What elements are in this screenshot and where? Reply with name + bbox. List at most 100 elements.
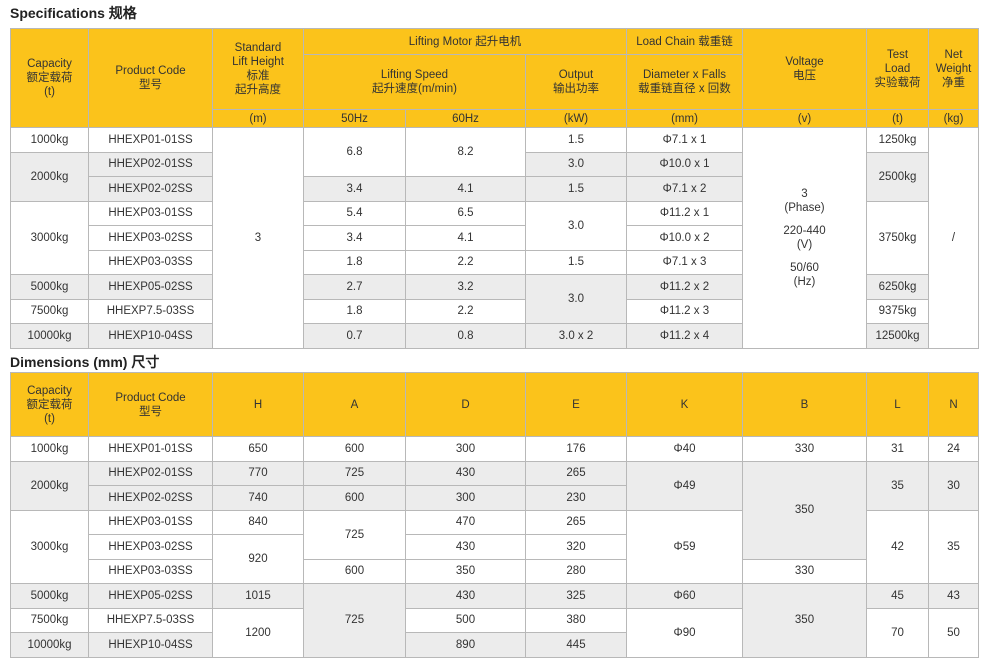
header-cell: (mm) xyxy=(626,109,743,128)
cell-text: HHEXP03-02SS xyxy=(108,540,193,553)
cell: / xyxy=(928,127,979,349)
cell-text: 740 xyxy=(248,491,268,504)
header-text: H xyxy=(253,398,263,411)
cell-text: 43 xyxy=(947,589,960,602)
cell: 380 xyxy=(525,607,627,633)
cell-text: 600 xyxy=(344,565,365,578)
header-cell: Output 输出功率 xyxy=(525,54,627,110)
cell: 470 xyxy=(405,509,526,535)
cell-text: 3750kg xyxy=(878,231,917,244)
cell-text: 3.0 xyxy=(568,293,584,305)
cell: 6250kg xyxy=(866,274,929,300)
cell: 1015 xyxy=(212,583,304,609)
cell-text: 2.2 xyxy=(457,305,474,318)
cell: 12500kg xyxy=(866,323,929,349)
header-cell: (v) xyxy=(742,109,867,128)
cell: Φ40 xyxy=(626,436,743,462)
row: HHEXP02-02SS 3.4 4.1 1.5 Φ7.1 x 2 xyxy=(11,176,979,202)
cell-text: Φ60 xyxy=(673,589,696,602)
header-text: (kg) xyxy=(943,112,964,125)
row: 2000kg HHEXP02-01SS 3.0 Φ10.0 x 1 2500kg xyxy=(10,151,979,202)
cell: 3.4 xyxy=(303,176,406,202)
cell: HHEXP7.5-03SS xyxy=(88,607,213,633)
header-text: 起升高度 xyxy=(235,84,281,96)
cell-text: Φ40 xyxy=(673,442,696,455)
header-cell: D xyxy=(405,372,526,437)
cell-text: Φ7.1 x 2 xyxy=(662,182,707,195)
header-text: Product Code xyxy=(115,65,186,77)
cell-text: 35 xyxy=(947,540,960,553)
cell: HHEXP02-01SS xyxy=(88,151,213,177)
cell: 9375kg xyxy=(866,298,929,324)
header-text: 实验载荷 xyxy=(874,77,921,89)
cell: 600 xyxy=(303,558,406,584)
cell: HHEXP05-02SS xyxy=(88,583,213,609)
cell: HHEXP10-04SS xyxy=(88,323,213,349)
cell: 1000kg xyxy=(10,127,89,153)
cell-text: HHEXP7.5-03SS xyxy=(106,614,195,627)
cell-text: Φ7.1 x 3 xyxy=(662,256,707,269)
cell: 320 xyxy=(525,534,627,560)
header-text: Lifting Speed xyxy=(380,69,449,81)
cell-text: 2.7 xyxy=(346,280,363,293)
header-cell: 60Hz xyxy=(405,109,526,128)
cell-text: 1250kg xyxy=(878,133,917,146)
header-text: Lift Height xyxy=(232,56,284,68)
cell: 430 xyxy=(405,583,526,609)
cell: HHEXP01-01SS xyxy=(88,127,213,153)
cell: 31 xyxy=(866,436,929,462)
row: 10000kg HHEXP10-04SS 890 445 xyxy=(10,632,979,658)
header-text: E xyxy=(572,398,580,411)
cell: 600 xyxy=(303,436,406,462)
header-text: B xyxy=(800,398,809,411)
header-text: Output xyxy=(558,69,594,81)
cell: 3750kg xyxy=(866,200,929,275)
cell: 600 xyxy=(303,485,406,511)
cell-text: 50 xyxy=(947,626,960,639)
cell-text: HHEXP05-02SS xyxy=(108,589,193,602)
cell: 5000kg xyxy=(10,274,89,300)
header-cell: L xyxy=(866,372,929,437)
cell: 890 xyxy=(405,632,526,658)
cell-text: 3.4 xyxy=(346,182,363,195)
cell-text: 7500kg xyxy=(30,305,69,318)
cell-text: 0.7 xyxy=(346,329,363,342)
voltage-text: 220-440 xyxy=(783,224,826,237)
cell: Φ7.1 x 1 xyxy=(626,127,743,153)
header-text: 净重 xyxy=(942,77,965,89)
cell: Φ59 xyxy=(626,509,743,584)
cell-text: 10000kg xyxy=(27,329,72,342)
cell: Φ7.1 x 3 xyxy=(626,249,743,275)
header-cell: K xyxy=(626,372,743,437)
cell-text: Φ59 xyxy=(673,540,696,553)
cell-text: 2500kg xyxy=(878,170,917,183)
cell-text: 725 xyxy=(344,614,365,627)
cell: 2500kg xyxy=(866,151,929,202)
section-title: Specifications 规格 xyxy=(10,5,137,21)
header-text: N xyxy=(949,398,958,411)
cell-text: 300 xyxy=(455,442,476,455)
cell: 2000kg xyxy=(10,151,89,202)
cell: HHEXP02-02SS xyxy=(88,485,213,511)
cell: 0.8 xyxy=(405,323,526,349)
cell-text: 3.4 xyxy=(346,231,363,244)
header-cell: (t) xyxy=(866,109,929,128)
cell-text: Φ11.2 x 1 xyxy=(659,207,710,220)
cell: 725 xyxy=(303,583,406,658)
voltage-group: 50/60 (Hz) xyxy=(744,261,866,289)
cell: 500 xyxy=(405,607,526,633)
section-title: Dimensions (mm) 尺寸 xyxy=(10,354,160,370)
row: 10000kg HHEXP10-04SS 0.7 0.8 3.0 x 2 Φ11.2 x … xyxy=(10,323,979,349)
cell-text: 30 xyxy=(947,479,960,492)
header-text: Weight xyxy=(935,63,972,75)
cell-text: 430 xyxy=(455,589,476,602)
cell-text: 470 xyxy=(455,516,476,529)
cell-text: Φ7.1 x 1 xyxy=(662,133,707,146)
header-text: K xyxy=(680,398,689,411)
cell-text: 1.8 xyxy=(346,256,363,269)
cell-text: 2.2 xyxy=(457,256,474,269)
header-text: A xyxy=(350,398,359,411)
row: 2000kg HHEXP02-01SS 770 725 430 265 Φ49 350 35 30 xyxy=(10,460,979,560)
header-text: Lifting Motor 起升电机 xyxy=(408,35,522,48)
cell: 3000kg xyxy=(10,200,89,275)
